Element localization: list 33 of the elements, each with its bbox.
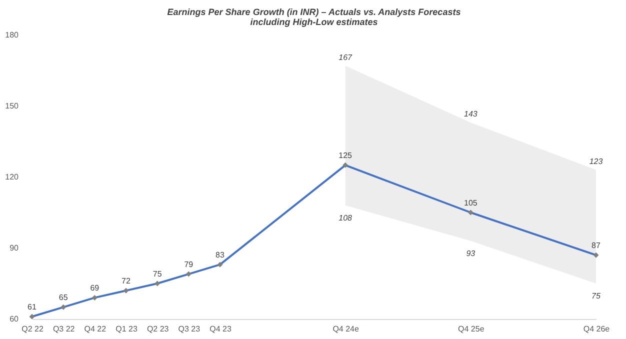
data-label: 75 — [152, 270, 162, 278]
chart-title: Earnings Per Share Growth (in INR) – Actuals vs. Analysts Forecasts — [167, 7, 461, 17]
x-tick-label: Q3 22 — [52, 324, 76, 334]
x-tick-label: Q2 22 — [22, 324, 44, 334]
x-tick-label: Q4 26e — [583, 324, 610, 334]
data-label: 87 — [592, 241, 601, 250]
data-label: 72 — [122, 276, 131, 286]
x-tick-label: Q1 23 — [116, 324, 138, 334]
y-tick-label: 120 — [5, 172, 20, 182]
chart-subtitle: including High-Low estimates — [250, 17, 378, 27]
x-tick-label: Q4 23 — [210, 324, 232, 334]
x-tick-label: Q3 23 — [178, 324, 201, 334]
data-label: 61 — [28, 302, 37, 312]
data-label: 79 — [184, 260, 194, 270]
x-tick-label: Q4 25e — [458, 324, 485, 334]
y-tick-label: 180 — [5, 30, 20, 40]
x-tick-label: Q2 23 — [146, 324, 170, 334]
annotation: 75 — [592, 292, 601, 300]
y-tick-label: 60 — [10, 314, 20, 324]
annotation: 108 — [338, 213, 353, 222]
annotation: 167 — [338, 52, 353, 62]
data-label: 105 — [464, 198, 478, 208]
data-label: 83 — [216, 250, 225, 260]
y-tick-label: 150 — [5, 102, 20, 110]
annotation: 143 — [464, 110, 478, 119]
x-tick-label: Q4 22 — [84, 324, 107, 334]
y-tick-label: 90 — [10, 244, 20, 252]
data-label: 69 — [90, 284, 100, 293]
data-label: 125 — [338, 151, 353, 160]
x-tick-label: Q4 24e — [332, 324, 360, 334]
annotation: 93 — [466, 248, 476, 258]
annotation: 123 — [589, 156, 604, 166]
data-label: 65 — [58, 293, 68, 302]
